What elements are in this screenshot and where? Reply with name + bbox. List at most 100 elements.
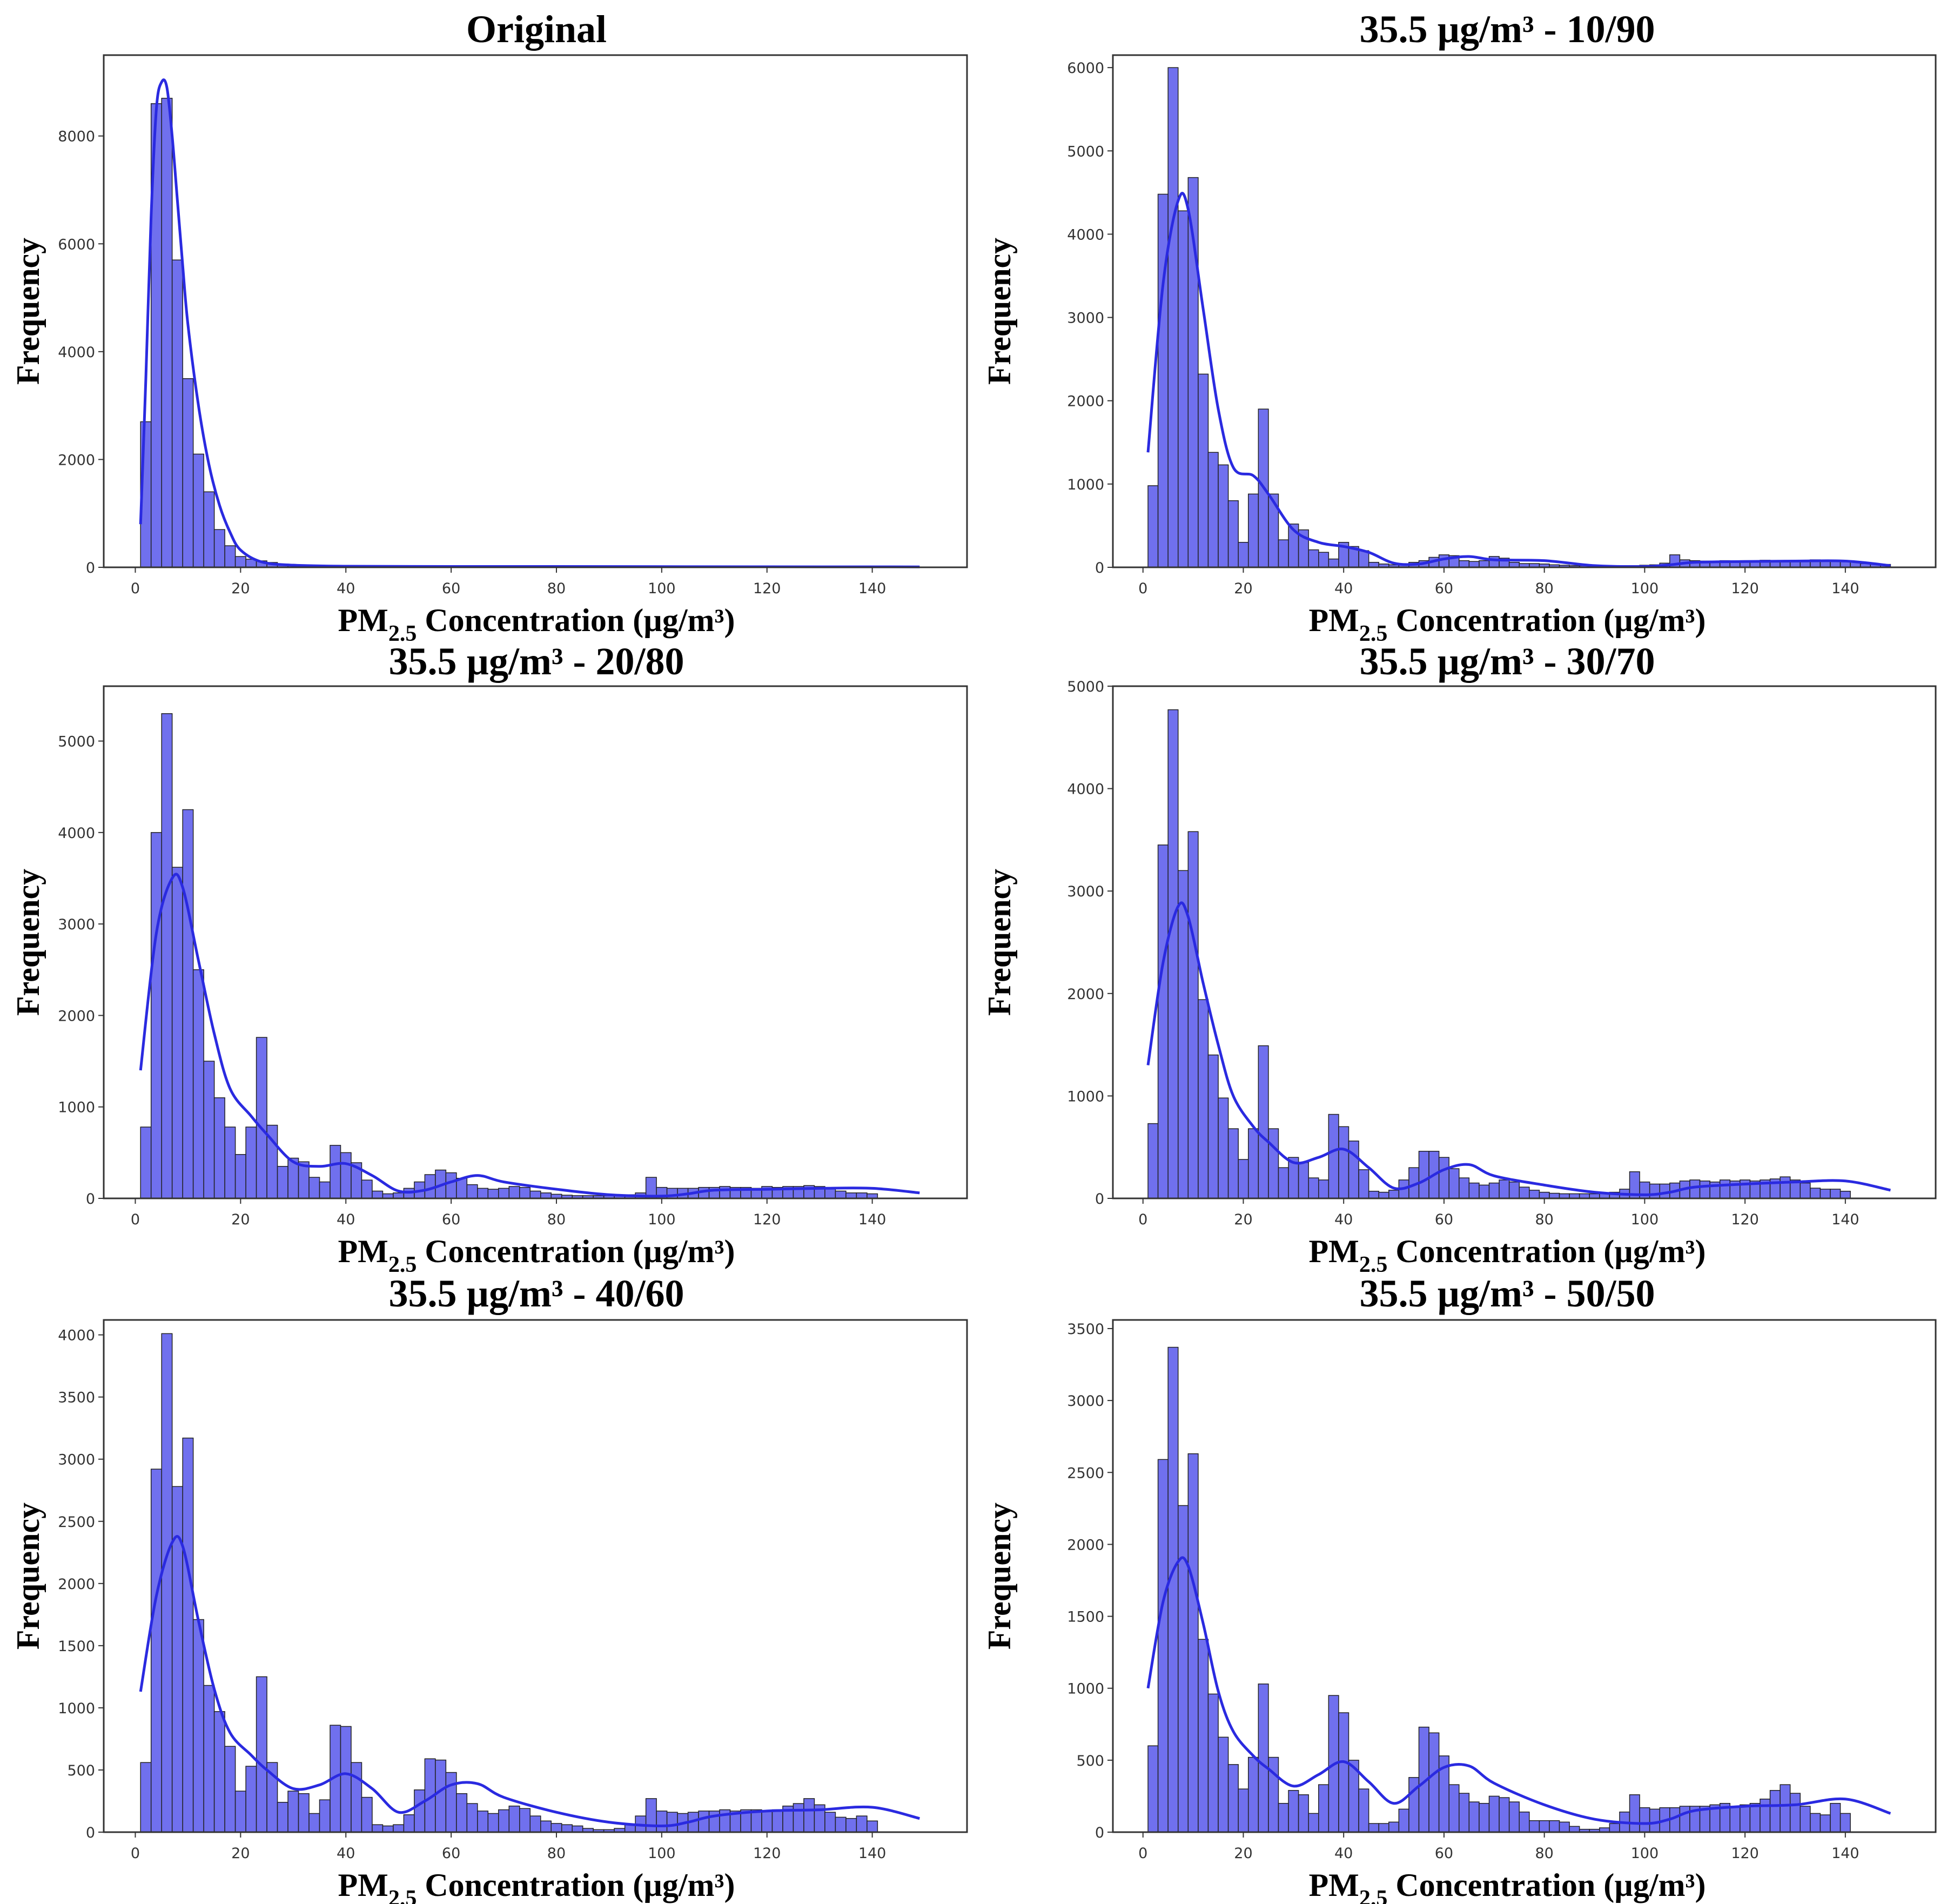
histogram-bar	[256, 1037, 267, 1199]
histogram-bar	[1328, 558, 1339, 568]
histogram-bar	[203, 1685, 215, 1833]
histogram-bar	[1810, 1188, 1821, 1199]
kde-curve	[139, 873, 920, 1198]
histogram-bar	[1679, 1806, 1690, 1833]
histogram-bar	[803, 1798, 815, 1833]
y-tick-label: 500	[67, 1762, 95, 1779]
y-tick-label: 1000	[58, 1100, 95, 1116]
histogram-bar	[666, 1812, 678, 1833]
histogram-bar	[1147, 1123, 1159, 1199]
histogram-bar	[414, 1789, 426, 1833]
histogram-bar	[234, 1791, 246, 1833]
histogram-bar	[1238, 1159, 1249, 1199]
histogram-bar	[213, 529, 225, 568]
histogram-bar	[298, 1793, 310, 1833]
y-tick-label: 4000	[58, 344, 95, 361]
histogram-bars	[1147, 67, 1891, 568]
y-tick-label: 3500	[58, 1390, 95, 1406]
histogram-bar	[1499, 1797, 1510, 1833]
histogram-bar	[1288, 1790, 1299, 1833]
histogram-bar	[140, 1762, 152, 1833]
histogram-bar	[1800, 1806, 1811, 1833]
histogram-bar	[1468, 1801, 1480, 1833]
histogram-bar	[1207, 1693, 1219, 1833]
histogram-bar	[1488, 1182, 1500, 1199]
histogram-bar	[161, 98, 173, 568]
histogram-bar	[561, 1824, 573, 1833]
histogram-bar	[856, 1815, 868, 1833]
x-axis-title: PM2.5 Concentration (µg/m³)	[338, 1867, 735, 1904]
y-tick-label: 3500	[1067, 1321, 1104, 1338]
x-tick-label: 120	[753, 1211, 781, 1228]
histogram-bar	[1278, 1802, 1289, 1833]
histogram-bar	[845, 1818, 857, 1833]
histogram-bar	[1769, 1790, 1781, 1833]
x-tick-label: 60	[1435, 1211, 1453, 1228]
y-tick-label: 3000	[58, 916, 95, 933]
histogram-bar	[1508, 1801, 1520, 1833]
histogram-bar	[477, 1811, 489, 1833]
histogram-bar	[498, 1809, 510, 1833]
histogram-bar	[182, 1437, 194, 1833]
histogram-bar	[1488, 1795, 1500, 1833]
histogram-bar	[161, 1333, 173, 1833]
histogram-bar	[1368, 1823, 1379, 1833]
histogram-bar	[1358, 1788, 1369, 1833]
chart-panel-5: 35.5 µg/m³ - 40/60 0 20 40 60 80 100 120 140 0 500…	[10, 1272, 968, 1904]
x-tick-label: 140	[1831, 580, 1859, 597]
y-tick-label: 2500	[1067, 1465, 1104, 1481]
x-axis-title-subscript: 2.5	[388, 621, 417, 646]
x-axis-title: PM2.5 Concentration (µg/m³)	[338, 602, 735, 646]
histogram-bar	[1167, 709, 1179, 1199]
histogram-bar	[1338, 1126, 1350, 1199]
histogram-bar	[456, 1178, 468, 1199]
x-tick-label: 40	[337, 580, 355, 597]
x-axis-title-main: PM	[338, 1867, 388, 1903]
x-tick-label: 40	[337, 1845, 355, 1862]
x-axis-title-rest: Concentration (µg/m³)	[417, 602, 735, 638]
x-tick-label: 80	[1535, 580, 1553, 597]
histogram-bar	[1438, 554, 1449, 568]
histogram-bar	[1800, 1182, 1811, 1199]
histogram-bar	[1448, 1784, 1460, 1833]
histogram-bar	[1448, 1168, 1460, 1199]
x-tick-label: 20	[1234, 1211, 1252, 1228]
y-tick-label: 500	[1076, 1753, 1104, 1769]
x-tick-label: 40	[1334, 1211, 1353, 1228]
y-tick-label: 4000	[58, 1328, 95, 1344]
histogram-bar	[856, 1192, 868, 1199]
x-tick-label: 100	[648, 1211, 676, 1228]
x-tick-label: 120	[1731, 580, 1759, 597]
histogram-bar	[1479, 560, 1490, 568]
histogram-bar	[192, 1619, 204, 1833]
histogram-bar	[1198, 1639, 1209, 1833]
y-tick-label: 1500	[1067, 1609, 1104, 1626]
y-tick-label: 6000	[58, 236, 95, 253]
histogram-bar	[845, 1192, 857, 1199]
histogram-bar	[150, 1469, 162, 1833]
histogram-bar	[403, 1814, 415, 1833]
chart-panel-4: 35.5 µg/m³ - 30/70 0 20 40 60 80 100 120 140 0 100…	[982, 640, 1937, 1277]
histogram-bar	[835, 1816, 847, 1833]
y-tick-label: 0	[1095, 560, 1104, 576]
chart-panel-3: 35.5 µg/m³ - 20/80 0 20 40 60 80 100 120 140 0 100…	[10, 640, 968, 1277]
x-tick-label: 100	[1631, 1845, 1659, 1862]
x-axis-title-main: PM	[1309, 1233, 1359, 1269]
histogram-bar	[824, 1188, 836, 1199]
histogram-bar	[340, 1152, 352, 1199]
histogram-bar	[445, 1772, 457, 1833]
x-axis-title: PM2.5 Concentration (µg/m³)	[1309, 602, 1706, 646]
y-axis-title: Frequency	[982, 869, 1017, 1016]
histogram-bar	[319, 1181, 331, 1199]
histogram-bar	[1559, 1821, 1570, 1833]
histogram-bar	[1318, 1179, 1330, 1199]
histogram-bar	[1468, 561, 1480, 568]
histogram-bars	[140, 713, 878, 1199]
histogram-bar	[771, 1809, 783, 1833]
x-axis-title-subscript: 2.5	[1359, 621, 1388, 646]
x-tick-label: 80	[1535, 1211, 1553, 1228]
histogram-bar	[466, 1184, 478, 1199]
histogram-bar	[245, 1127, 257, 1199]
histogram-bar	[213, 1097, 225, 1199]
y-axis-title: Frequency	[982, 238, 1017, 385]
